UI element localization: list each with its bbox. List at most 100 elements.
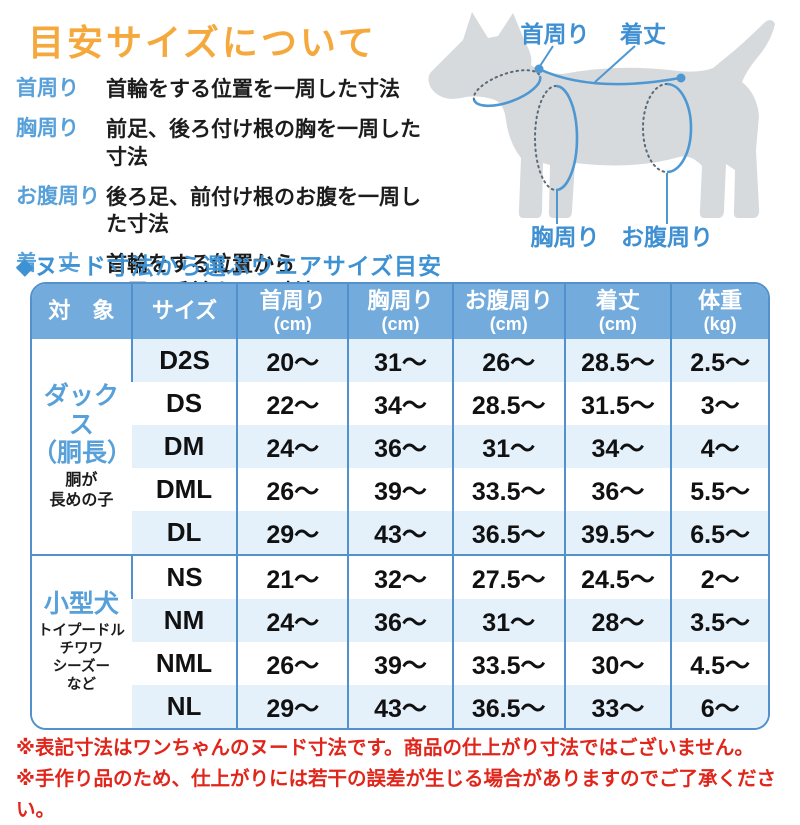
weight-value-cell: 3.5〜 (670, 599, 768, 642)
group-subtitle-line: 長めの子 (49, 492, 114, 510)
belly-value-cell: 26〜 (451, 339, 565, 382)
neck-value-cell: 24〜 (236, 425, 349, 468)
definition-term: お腹周り (16, 184, 100, 208)
definition-term: 着 丈 (16, 252, 79, 276)
belly-ring-dotted-arc (642, 83, 668, 173)
size-code-cell: NL (131, 685, 238, 728)
neck-value-cell: 29〜 (236, 511, 349, 555)
diagram-belly-label: お腹周り (621, 224, 713, 250)
group-cell-small-dog: 小型犬 トイプードル チワワ シーズー など (32, 554, 132, 728)
table-header-row: 対 象 サイズ 首周り (cm) 胸周り (cm) お腹周り (cm) 着丈 (cm) … (32, 284, 768, 339)
group-subtitle-line: シーズー (52, 658, 110, 675)
group-subtitle-line: チワワ (59, 640, 104, 657)
length-value-cell: 28〜 (563, 599, 672, 642)
neck-value-cell: 24〜 (236, 599, 349, 642)
neck-value-cell: 26〜 (236, 468, 349, 511)
length-value-cell: 34〜 (563, 425, 672, 468)
weight-value-cell: 4〜 (670, 425, 768, 468)
neck-ring-solid-arc (472, 75, 542, 108)
neck-ring-dotted-arc (472, 69, 541, 101)
belly-value-cell: 36.5〜 (451, 685, 565, 728)
col-header-size: サイズ (130, 284, 238, 339)
table-row-ns: 小型犬 トイプードル チワワ シーズー など NS 21〜 32〜 27.5〜 … (32, 554, 768, 728)
length-value-cell: 30〜 (563, 642, 672, 685)
group-cell-dachshund: ダックス （胴長） 胴が 長めの子 (32, 339, 132, 555)
col-header-neck: 首周り (cm) (236, 284, 349, 339)
col-header-belly: お腹周り (cm) (451, 284, 565, 339)
table-row-d2s: ダックス （胴長） 胴が 長めの子 D2S 20〜 31〜 26〜 28.5〜 … (32, 339, 768, 555)
definition-neck: 首周り 首輪をする位置を一周した寸法 (16, 76, 426, 103)
length-value-cell: 33〜 (563, 685, 672, 728)
size-code-cell: NML (131, 642, 238, 685)
col-header-label: 胸周り (367, 288, 434, 314)
belly-value-cell: 33.5〜 (451, 642, 565, 685)
note-handmade: ※手作り品のため、仕上がりには若干の誤差が生じる場合がありますのでご了承ください… (16, 767, 776, 821)
chest-value-cell: 43〜 (347, 685, 453, 728)
size-code-cell: DS (131, 382, 238, 425)
table-row-ds: DS 22〜 34〜 28.5〜 31.5〜 3〜 (32, 382, 768, 425)
length-leader-line (594, 45, 636, 83)
belly-value-cell: 31〜 (451, 425, 565, 468)
col-header-weight: 体重 (kg) (670, 284, 768, 339)
chest-ring-dotted-arc (534, 85, 557, 191)
belly-value-cell: 28.5〜 (451, 382, 565, 425)
belly-value-cell: 36.5〜 (451, 511, 565, 555)
col-header-length: 着丈 (cm) (563, 284, 672, 339)
diagram-chest-label: 胸周り (531, 224, 600, 250)
col-header-label: サイズ (151, 298, 218, 324)
group-name-line1: 小型犬 (43, 589, 119, 618)
table-row-dl: DL 29〜 43〜 36.5〜 39.5〜 6.5〜 (32, 511, 768, 555)
size-code-cell: D2S (130, 339, 238, 382)
definition-term: 首周り (16, 77, 79, 100)
diagram-neck-label: 首周り (521, 21, 590, 47)
size-table: 対 象 サイズ 首周り (cm) 胸周り (cm) お腹周り (cm) 着丈 (cm) … (30, 282, 770, 730)
belly-value-cell: 31〜 (451, 599, 565, 642)
size-code-cell: DM (131, 425, 238, 468)
diagram-length-label: 着丈 (620, 21, 666, 47)
definition-term: 胸周り (16, 117, 79, 141)
group-name-line1: ダックス (43, 381, 119, 439)
belly-value-cell: 27.5〜 (451, 554, 565, 599)
size-table-section-title: ◆ヌード寸法から選ぶウエアサイズ目安 (16, 253, 442, 279)
chest-value-cell: 36〜 (347, 425, 453, 468)
length-value-cell: 24.5〜 (563, 554, 672, 599)
group-subtitle-line: 胴が (65, 472, 98, 490)
weight-value-cell: 2.5〜 (670, 339, 768, 382)
length-end-dot (676, 73, 686, 83)
definition-desc: 首輪をする位置を一周した寸法 (106, 78, 400, 101)
table-row-dml: DML 26〜 39〜 33.5〜 36〜 5.5〜 (32, 468, 768, 511)
definition-desc: 前足、後ろ付け根の胸を一周した寸法 (106, 118, 421, 169)
group-subtitle-line: など (66, 677, 96, 693)
col-header-unit: (cm) (489, 313, 528, 334)
weight-value-cell: 6.5〜 (670, 511, 768, 555)
weight-value-cell: 6〜 (670, 685, 768, 728)
chest-value-cell: 34〜 (347, 382, 453, 425)
group-subtitle-line: トイプードル (37, 622, 125, 639)
col-header-label: 体重 (698, 288, 743, 314)
dog-silhouette-illustration (428, 12, 775, 218)
neck-value-cell: 29〜 (236, 685, 349, 728)
table-row-nl: NL 29〜 43〜 36.5〜 33〜 6〜 (32, 685, 768, 728)
group-subtitle: トイプードル チワワ シーズー など (32, 622, 131, 695)
size-code-cell: NM (131, 599, 238, 642)
footer-notes: ※表記寸法はワンちゃんのヌード寸法です。商品の仕上がり寸法ではございません。 ※… (16, 733, 796, 825)
size-code-cell: DL (131, 511, 238, 555)
weight-value-cell: 4.5〜 (670, 642, 768, 685)
belly-ring-solid-arc (666, 82, 693, 174)
belly-value-cell: 33.5〜 (451, 468, 565, 511)
weight-value-cell: 3〜 (670, 382, 768, 425)
weight-value-cell: 2〜 (670, 554, 768, 599)
length-start-dot (534, 64, 544, 74)
size-code-cell: NS (130, 554, 238, 599)
note-nude-size: ※表記寸法はワンちゃんのヌード寸法です。商品の仕上がり寸法ではございません。 (16, 737, 754, 759)
dog-measurement-diagram: 首周り 着丈 胸周り お腹周り (428, 12, 775, 250)
table-row-dm: DM 24〜 36〜 31〜 34〜 4〜 (32, 425, 768, 468)
col-header-unit: (cm) (273, 313, 312, 334)
table-row-nml: NML 26〜 39〜 33.5〜 30〜 4.5〜 (32, 642, 768, 685)
chest-value-cell: 39〜 (347, 468, 453, 511)
chest-value-cell: 31〜 (347, 339, 453, 382)
table-row-nm: NM 24〜 36〜 31〜 28〜 3.5〜 (32, 599, 768, 642)
col-header-unit: (kg) (703, 313, 737, 334)
weight-value-cell: 5.5〜 (670, 468, 768, 511)
chest-ring-solid-arc (555, 84, 579, 192)
